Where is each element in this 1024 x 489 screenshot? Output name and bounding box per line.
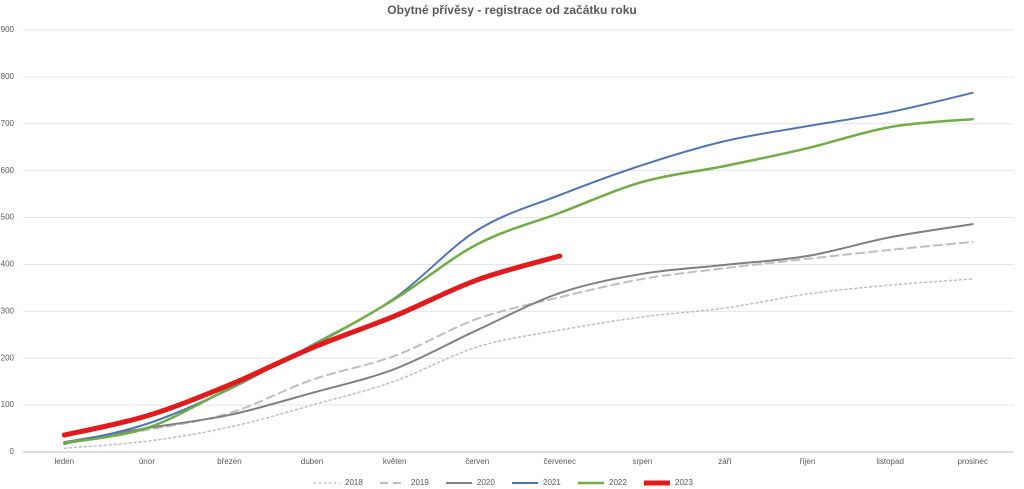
x-tick-label: březen <box>217 457 241 466</box>
legend-label: 2023 <box>675 478 693 487</box>
x-tick-label: leden <box>55 457 75 466</box>
legend-label: 2020 <box>477 478 495 487</box>
x-tick-label: prosinec <box>958 457 988 466</box>
x-tick-label: září <box>718 457 732 466</box>
series-line <box>63 117 974 445</box>
y-tick-label: 500 <box>1 213 15 222</box>
series-line <box>63 223 974 444</box>
x-tick-label: květen <box>383 457 407 466</box>
x-tick-label: duben <box>301 457 323 466</box>
chart-title: Obytné přívěsy - registrace od začátku r… <box>387 3 636 17</box>
series-line <box>61 253 563 438</box>
x-tick-label: říjen <box>800 457 816 466</box>
y-tick-label: 300 <box>1 306 15 315</box>
x-tick-label: únor <box>139 457 155 466</box>
y-tick-label: 900 <box>1 25 15 34</box>
y-tick-label: 700 <box>1 119 15 128</box>
y-tick-label: 0 <box>10 447 15 456</box>
x-tick-label: červenec <box>544 457 576 466</box>
series-line <box>63 278 974 449</box>
legend-label: 2021 <box>543 478 561 487</box>
y-tick-label: 400 <box>1 260 15 269</box>
y-tick-label: 600 <box>1 166 15 175</box>
y-tick-label: 200 <box>1 353 15 362</box>
x-tick-label: červen <box>465 457 489 466</box>
legend-label: 2018 <box>345 478 363 487</box>
y-tick-label: 100 <box>1 400 15 409</box>
x-tick-label: srpen <box>632 457 652 466</box>
legend-label: 2022 <box>609 478 627 487</box>
legend-label: 2019 <box>411 478 429 487</box>
y-tick-label: 800 <box>1 72 15 81</box>
x-tick-label: listopad <box>876 457 904 466</box>
series-line <box>63 240 974 445</box>
